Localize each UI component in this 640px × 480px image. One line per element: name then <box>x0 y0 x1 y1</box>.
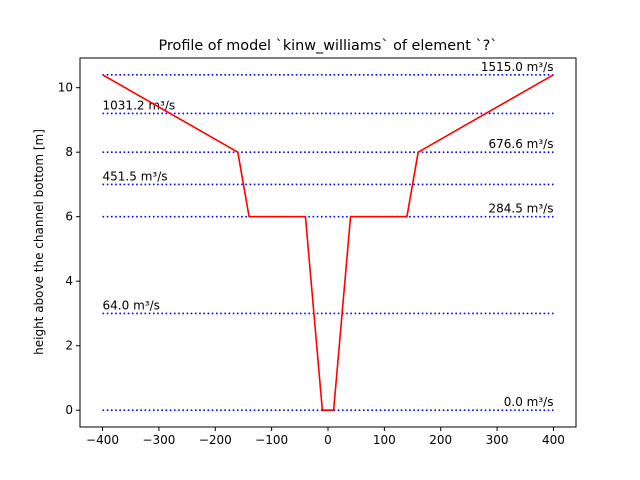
discharge-levels: 0.0 m³/s 64.0 m³/s 284.5 m³/s 451.5 m³/s 676… <box>102 60 554 412</box>
x-tick-label: −200 <box>199 433 232 447</box>
x-tick-label: 300 <box>486 433 509 447</box>
discharge-level-label: 0.0 m³/s <box>504 395 554 409</box>
discharge-level-label: 676.6 m³/s <box>488 137 553 151</box>
x-tick-label: −300 <box>142 433 175 447</box>
chart-title: Profile of model `kinw_williams` of elem… <box>158 38 497 54</box>
series-layer <box>102 74 554 412</box>
axis-ticks: −400 −300 −200 −100 0 100 200 300 400 0 2 4 6 8 10 <box>58 81 565 447</box>
plot-frame <box>79 57 577 428</box>
discharge-level-label: 1031.2 m³/s <box>103 98 176 112</box>
discharge-level-label: 1515.0 m³/s <box>481 60 554 74</box>
x-tick-label: 0 <box>324 433 332 447</box>
y-tick-label: 6 <box>65 210 73 224</box>
discharge-level-label: 451.5 m³/s <box>103 169 168 183</box>
y-tick-label: 10 <box>58 81 73 95</box>
y-axis-label: height above the channel bottom [m] <box>32 129 46 355</box>
y-tick-label: 8 <box>65 145 73 159</box>
x-tick-label: 100 <box>373 433 396 447</box>
x-tick-label: 400 <box>542 433 565 447</box>
y-tick-label: 2 <box>65 339 73 353</box>
discharge-level-label: 64.0 m³/s <box>103 298 160 312</box>
x-tick-label: 200 <box>429 433 452 447</box>
x-tick-label: −400 <box>86 433 119 447</box>
profile-line <box>102 74 554 412</box>
y-tick-label: 0 <box>65 403 73 417</box>
y-tick-label: 4 <box>65 274 73 288</box>
x-tick-label: −100 <box>255 433 288 447</box>
discharge-level-label: 284.5 m³/s <box>488 202 553 216</box>
